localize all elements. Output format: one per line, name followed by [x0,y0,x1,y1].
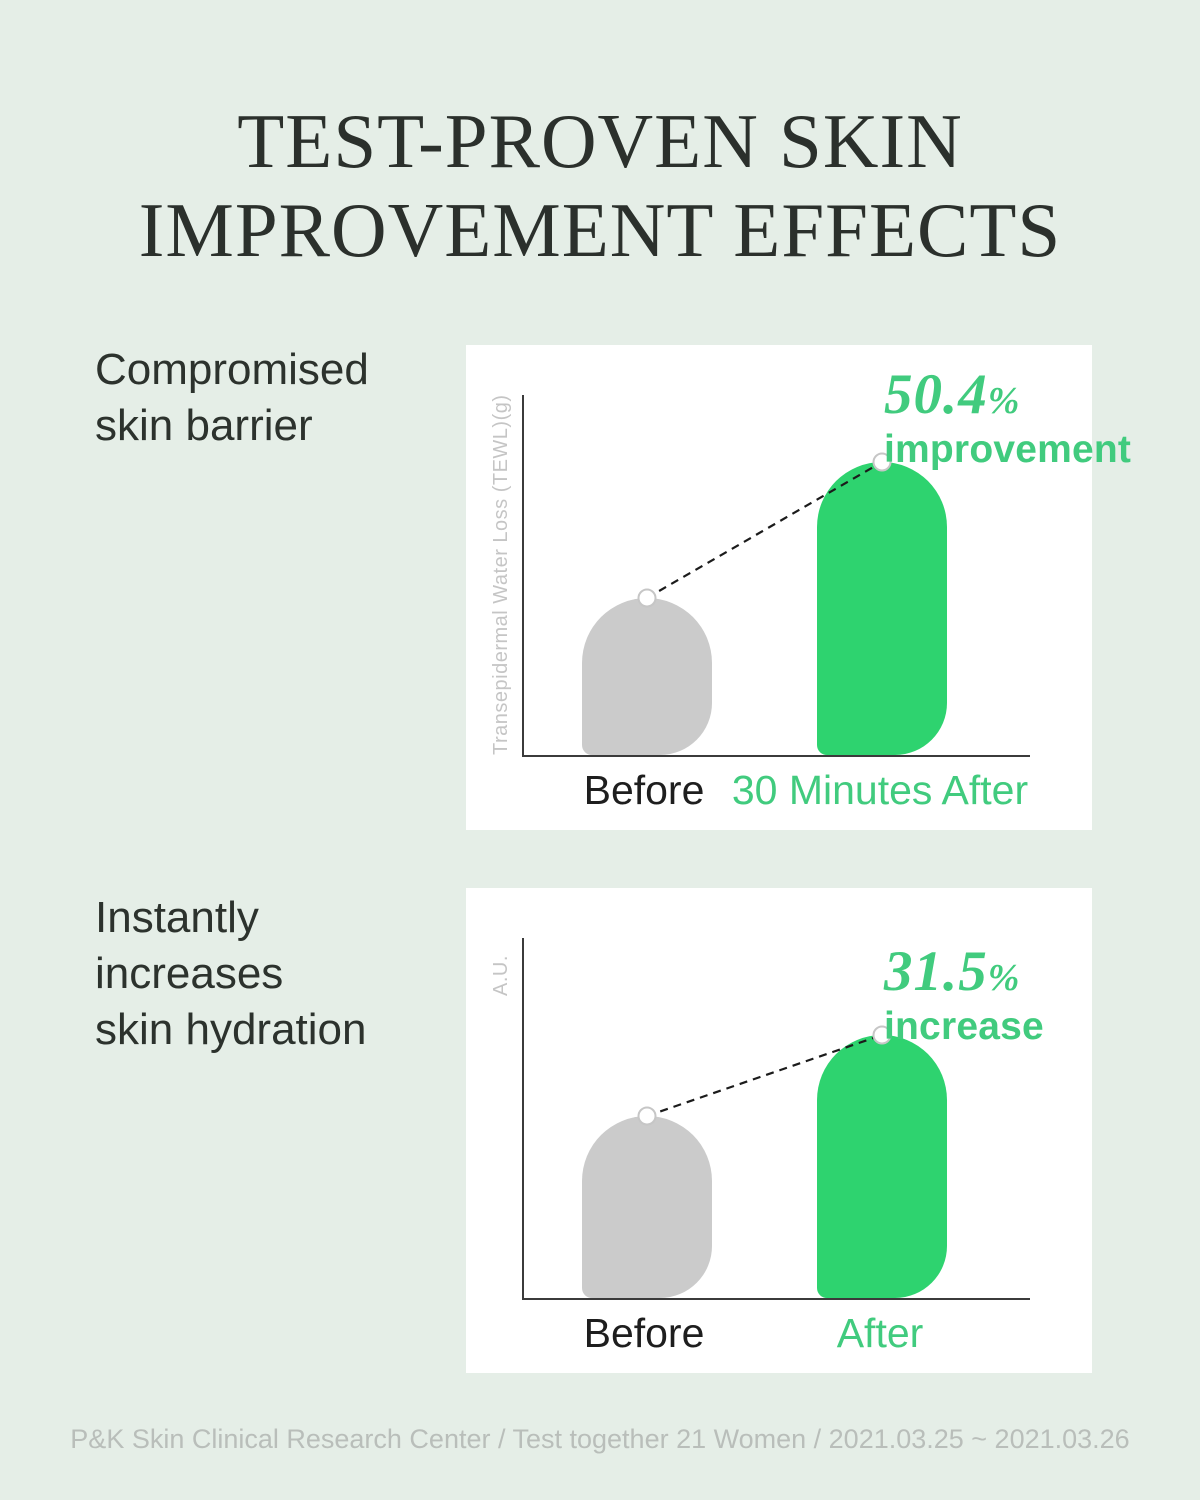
bar-after [817,462,947,755]
bar-after [817,1035,947,1298]
section-heading-skin-barrier: Compromised skin barrier [95,342,369,454]
page-title-line-1: TEST-PROVEN SKIN [237,98,963,184]
plot-area [522,395,1030,757]
marker-after [872,1025,892,1045]
chart-card-tewl: Transepidermal Water Loss (TEWL)(g) 50.4… [466,345,1131,830]
annotation-value: 50.4% [884,363,1021,426]
improvement-annotation: 50.4% improvement [884,363,1132,471]
connector-overlay [637,452,892,608]
y-axis-label: A.U. [490,955,512,997]
category-label-before: Before [583,767,705,813]
page-title: TEST-PROVEN SKIN IMPROVEMENT EFFECTS [0,97,1200,275]
connector-line [646,1033,883,1118]
bar-before [582,598,712,755]
study-footnote: P&K Skin Clinical Research Center / Test… [70,1424,1130,1454]
y-axis-label: Transepidermal Water Loss (TEWL)(g) [490,394,512,755]
connector-line [646,461,883,599]
connector-overlay [637,1025,892,1126]
chart-card-hydration: A.U. 31.5% increase Before After [466,888,1092,1373]
heading-line: increases [95,949,284,998]
annotation-label: increase [884,1005,1044,1048]
page-title-line-2: IMPROVEMENT EFFECTS [138,187,1062,273]
heading-line: skin hydration [95,1005,367,1054]
annotation-label: improvement [884,428,1132,471]
bar-before [582,1116,712,1298]
heading-line: skin barrier [95,401,313,450]
heading-line: Instantly [95,893,259,942]
heading-line: Compromised [95,345,369,394]
category-label-after: 30 Minutes After [731,767,1029,813]
category-label-before: Before [583,1310,705,1356]
marker-before [637,588,657,608]
marker-before [637,1106,657,1126]
section-heading-hydration: Instantly increases skin hydration [95,890,366,1058]
category-label-after: After [836,1310,924,1356]
increase-annotation: 31.5% increase [884,940,1044,1048]
annotation-value: 31.5% [884,940,1021,1003]
marker-after [872,452,892,472]
plot-area [522,938,1030,1300]
